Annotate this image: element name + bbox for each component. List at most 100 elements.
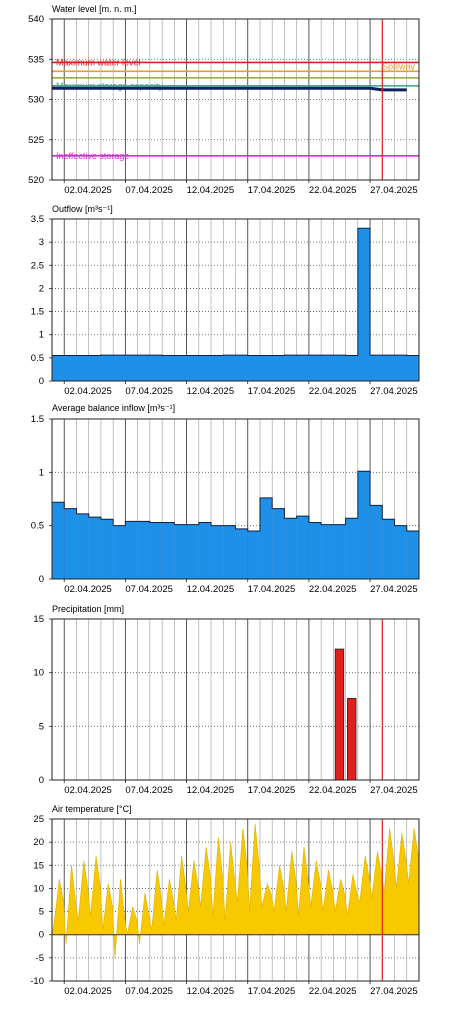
x-tick-label: 27.04.2025: [370, 584, 418, 595]
bar: [52, 502, 65, 579]
bar: [394, 525, 407, 579]
y-tick-label: -10: [30, 976, 44, 987]
chart-panel-1: Water level [m. n. m.] Maximum water leve…: [28, 4, 420, 196]
bar: [235, 528, 248, 579]
x-tick-label: 02.04.2025: [64, 185, 112, 196]
chart-title: Water level [m. n. m.]: [52, 4, 137, 14]
bar: [211, 525, 224, 579]
series-area: [51, 227, 420, 382]
bar: [100, 519, 114, 579]
x-tick-label: 02.04.2025: [64, 986, 112, 997]
bar: [162, 522, 175, 579]
bar-outline: [52, 470, 419, 532]
bar: [334, 648, 345, 781]
x-tick-label: 17.04.2025: [248, 785, 296, 796]
chart-panel-5: Air temperature [°C] -10 -5 0 5 10 15 20 25 02.04…: [30, 804, 420, 997]
bar: [113, 525, 126, 579]
y-tick-label: 530: [28, 95, 44, 106]
y-tick-label: -5: [36, 953, 44, 964]
x-tick-label: 17.04.2025: [248, 185, 296, 196]
bar: [198, 522, 212, 579]
bar: [76, 513, 89, 579]
chart-title: Precipitation [mm]: [52, 604, 124, 614]
series-line: [52, 86, 407, 92]
bar: [223, 525, 236, 579]
bar: [272, 508, 285, 579]
x-tick-label: 02.04.2025: [64, 386, 112, 397]
y-tick-label: 10: [33, 668, 44, 679]
y-tick-label: 1: [39, 330, 44, 341]
plot-frame: [51, 618, 420, 781]
x-tick-label: 07.04.2025: [125, 185, 173, 196]
bar: [333, 524, 346, 579]
bar: [247, 531, 260, 579]
bar: [125, 521, 138, 579]
x-tick-label: 27.04.2025: [370, 986, 418, 997]
y-tick-label: 5: [39, 907, 44, 918]
reference-line-label: Spillway: [382, 61, 416, 71]
x-tick-label: 07.04.2025: [125, 986, 173, 997]
y-tick-label: 0: [39, 376, 44, 387]
x-tick-label: 12.04.2025: [187, 986, 235, 997]
x-tick-label: 27.04.2025: [370, 785, 418, 796]
bar: [284, 518, 297, 579]
bar: [88, 517, 101, 579]
y-tick-label: 10: [33, 883, 44, 894]
x-tick-label: 12.04.2025: [187, 386, 235, 397]
y-tick-label: 1.5: [31, 307, 44, 318]
x-tick-label: 27.04.2025: [370, 386, 418, 397]
y-tick-label: 15: [33, 860, 44, 871]
plot-frame: [51, 418, 420, 580]
y-tick-label: 0: [39, 775, 44, 786]
x-tick-label: 22.04.2025: [309, 386, 357, 397]
chart-title: Outflow [m³s⁻¹]: [52, 204, 113, 214]
x-tick-label: 22.04.2025: [309, 584, 357, 595]
x-tick-label: 02.04.2025: [64, 584, 112, 595]
y-tick-label: 525: [28, 135, 44, 146]
y-tick-label: 2: [39, 283, 44, 294]
x-tick-label: 17.04.2025: [248, 386, 296, 397]
x-tick-label: 02.04.2025: [64, 785, 112, 796]
bar: [345, 518, 358, 579]
x-tick-label: 12.04.2025: [187, 584, 235, 595]
bar: [406, 531, 419, 579]
y-tick-label: 0: [39, 930, 44, 941]
x-tick-label: 22.04.2025: [309, 785, 357, 796]
temperature-area: [51, 823, 420, 958]
bar: [357, 471, 371, 579]
bar: [137, 521, 150, 579]
y-tick-label: 0.5: [31, 521, 44, 532]
y-tick-label: 0.5: [31, 353, 44, 364]
reference-line-label: Ineffective storage: [56, 151, 129, 161]
bar: [174, 524, 187, 579]
y-tick-label: 535: [28, 54, 44, 65]
x-tick-label: 12.04.2025: [187, 785, 235, 796]
y-tick-label: 5: [39, 721, 44, 732]
y-tick-label: 2.5: [31, 260, 44, 271]
x-tick-label: 07.04.2025: [125, 785, 173, 796]
y-tick-label: 520: [28, 175, 44, 186]
x-tick-label: 17.04.2025: [248, 584, 296, 595]
y-tick-label: 20: [33, 837, 44, 848]
bar: [321, 524, 334, 579]
x-tick-label: 07.04.2025: [125, 386, 173, 397]
bar: [347, 698, 357, 781]
chart-title: Average balance inflow [m³s⁻¹]: [52, 403, 175, 413]
plot-frame: [51, 218, 420, 382]
plot-frame: [51, 818, 420, 982]
x-tick-label: 22.04.2025: [309, 185, 357, 196]
y-tick-label: 25: [33, 814, 44, 825]
x-tick-label: 07.04.2025: [125, 584, 173, 595]
chart-panel-2: Outflow [m³s⁻¹] 0 0.5 1 1.5 2 2.5 3 3.5 02.04.202…: [31, 204, 420, 397]
y-tick-label: 0: [39, 574, 44, 585]
bar: [370, 505, 383, 579]
chart-panel-4: Precipitation [mm] 0 5 10 15 02.04.2025 07.04.…: [33, 604, 420, 796]
y-tick-label: 15: [33, 614, 44, 625]
bar: [308, 522, 322, 579]
y-tick-label: 1: [39, 467, 44, 478]
y-tick-label: 3: [39, 237, 44, 248]
y-tick-label: 540: [28, 14, 44, 25]
chart-title: Air temperature [°C]: [52, 804, 132, 814]
y-tick-label: 1.5: [31, 414, 44, 425]
